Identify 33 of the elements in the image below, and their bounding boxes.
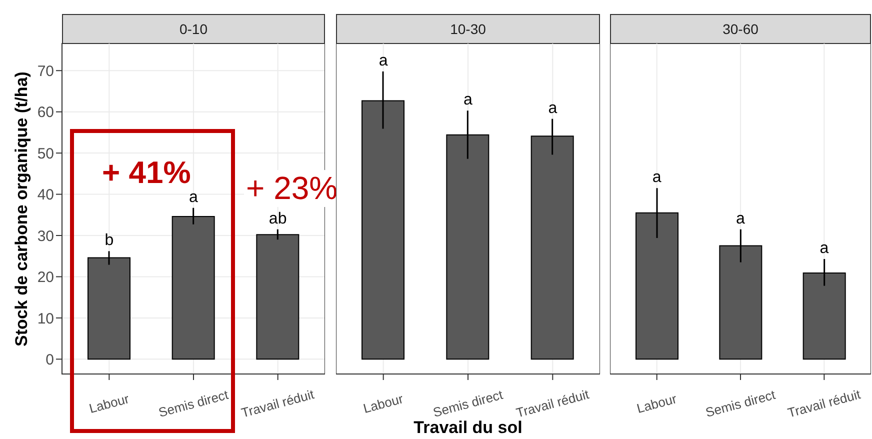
x-tick-label: Semis direct — [156, 386, 230, 420]
chart-title: 10-30 — [336, 14, 600, 44]
annotation: a — [189, 188, 198, 206]
x-tick-label: Semis direct — [704, 386, 778, 420]
x-tick-label: Travail réduit — [514, 386, 591, 420]
y-tick-label: 20 — [37, 269, 54, 286]
annotation: + 41% — [101, 155, 192, 191]
x-tick-label: Labour — [88, 390, 132, 416]
y-tick-label: 50 — [37, 145, 54, 162]
x-tick-label: Travail réduit — [240, 386, 316, 420]
chart-title: 0-10 — [62, 14, 325, 44]
y-tick-label: 60 — [37, 104, 54, 122]
annotation: a — [464, 92, 473, 109]
annotation: ab — [268, 210, 287, 228]
y-tick-label: 10 — [37, 310, 54, 328]
y-tick-label: 70 — [37, 62, 54, 80]
x-axis-title: Travail du sol — [414, 418, 522, 437]
x-tick-label: Semis direct — [431, 386, 505, 420]
annotation: b — [104, 232, 114, 250]
annotation: a — [820, 240, 829, 257]
y-tick-label: 30 — [37, 228, 54, 245]
x-tick-label: Travail réduit — [786, 386, 862, 420]
annotation: a — [652, 169, 662, 186]
x-tick-label: Labour — [635, 390, 679, 416]
y-axis-title: Stock de carbone organique (t/ha) — [11, 70, 32, 348]
annotation: a — [378, 52, 388, 70]
y-tick-label: 0 — [46, 351, 54, 368]
chart-title: 30-60 — [610, 14, 871, 44]
y-tick-label: 40 — [37, 186, 54, 204]
annotation: a — [736, 210, 746, 228]
annotation: + 23% — [244, 170, 340, 207]
annotation: a — [548, 100, 558, 117]
x-tick-label: Labour — [362, 390, 406, 416]
